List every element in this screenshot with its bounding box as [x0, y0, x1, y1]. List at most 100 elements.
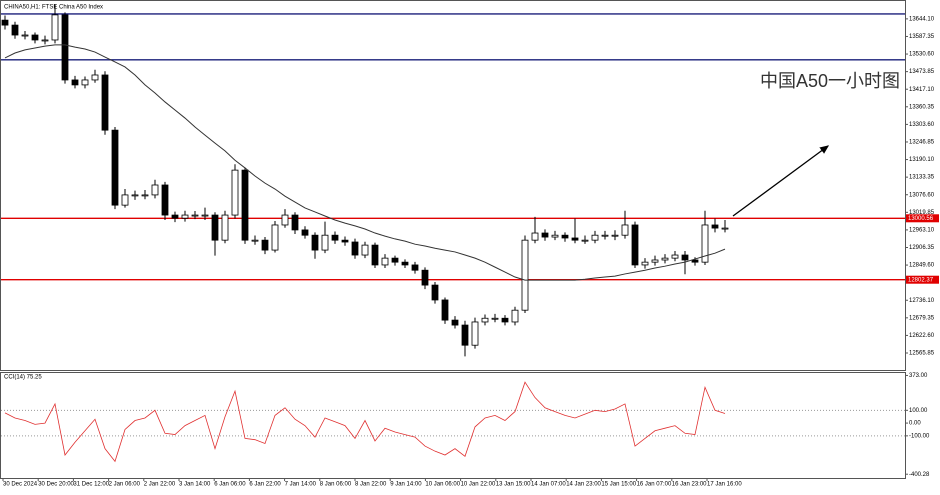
- y-tick-label: 13360.35: [909, 104, 935, 110]
- candle-body: [41, 39, 49, 42]
- level-label-bg: [906, 214, 939, 223]
- candle-body: [601, 234, 609, 237]
- candle-body: [211, 214, 219, 241]
- indicator-y-tick-label: 100.00: [909, 408, 928, 414]
- candle-body: [231, 169, 239, 216]
- candle-body: [561, 234, 569, 239]
- y-tick-label: 12622.60: [909, 333, 935, 339]
- candle-body: [711, 224, 719, 229]
- candle-body: [151, 184, 159, 196]
- candle-body: [331, 234, 339, 241]
- y-tick-label: 12963.10: [909, 227, 935, 233]
- candle-body: [541, 232, 549, 238]
- level-label: 13000.56: [908, 216, 934, 222]
- y-tick-label: 13587.35: [909, 34, 935, 40]
- annotation: 中国A50一小时图: [760, 71, 900, 91]
- moving-average: [4, 44, 726, 281]
- candle-body: [571, 237, 579, 241]
- candle-body: [421, 269, 429, 286]
- candle-body: [591, 234, 599, 241]
- candle-body: [21, 34, 29, 37]
- candle-body: [91, 74, 99, 81]
- candle-body: [701, 224, 709, 263]
- y-tick-label: 12679.35: [909, 315, 935, 321]
- candle-body: [351, 241, 359, 256]
- candle-body: [81, 79, 89, 86]
- y-tick-label: 12736.10: [909, 298, 935, 304]
- candle-body: [1, 19, 9, 26]
- candle-body: [31, 34, 39, 41]
- candle-body: [381, 257, 389, 266]
- level-label-bg: [906, 275, 939, 284]
- candle-body: [641, 261, 649, 266]
- y-tick-label: 13417.10: [909, 87, 935, 93]
- indicator-y-tick-label: 373.00: [909, 373, 928, 379]
- y-tick-label: 13473.85: [909, 69, 935, 75]
- candle-body: [471, 321, 479, 346]
- y-tick-label: 13019.85: [909, 210, 935, 216]
- candle-body: [101, 74, 109, 131]
- x-tick-label: 8 Jan 06:00: [320, 482, 352, 488]
- candle-body: [71, 79, 79, 86]
- candle-body: [301, 229, 309, 236]
- candle-body: [261, 239, 269, 251]
- candle-body: [251, 239, 259, 242]
- x-tick-label: 6 Jan 06:00: [214, 482, 246, 488]
- candle-body: [321, 234, 329, 251]
- candle-body: [131, 194, 139, 197]
- x-tick-label: 30 Dec 2024: [3, 482, 38, 488]
- level-label: 12802.37: [908, 277, 934, 283]
- candle-body: [271, 224, 279, 251]
- candle-body: [431, 284, 439, 301]
- chart-title: CHINA50,H1: FTSE China A50 Index: [4, 5, 103, 11]
- x-tick-label: 10 Jan 22:00: [461, 482, 496, 488]
- candle-body: [491, 317, 499, 320]
- x-tick-label: 13 Jan 15:00: [496, 482, 531, 488]
- x-tick-label: 8 Jan 22:00: [355, 482, 387, 488]
- arrow: [732, 145, 830, 217]
- x-tick-label: 16 Jan 23:00: [672, 482, 707, 488]
- candle-body: [311, 234, 319, 251]
- x-tick-label: 2 Jan 06:00: [109, 482, 141, 488]
- indicator-panel: [0, 372, 906, 479]
- indicator-y-tick-label: -100.00: [909, 433, 930, 439]
- y-tick-label: 13190.10: [909, 157, 935, 163]
- candle-body: [481, 317, 489, 323]
- y-tick-label: 12849.60: [909, 263, 935, 269]
- candle-body: [51, 14, 59, 41]
- candle-body: [511, 309, 519, 323]
- candle-body: [181, 214, 189, 219]
- candle-body: [681, 254, 689, 261]
- cci-line: [4, 381, 726, 463]
- candle-body: [551, 234, 559, 238]
- candle-body: [581, 239, 589, 242]
- x-tick-label: 2 Jan 22:00: [144, 482, 176, 488]
- candle-body: [391, 257, 399, 263]
- x-tick-label: 14 Jan 07:00: [531, 482, 566, 488]
- candle-body: [661, 257, 669, 261]
- candle-body: [401, 261, 409, 266]
- candle-body: [141, 194, 149, 197]
- candle-body: [111, 129, 119, 206]
- candle-body: [341, 239, 349, 243]
- candle-body: [631, 224, 639, 266]
- x-tick-label: 30 Dec 20:00: [38, 482, 74, 488]
- candle-body: [671, 254, 679, 259]
- x-tick-label: 6 Jan 22:00: [249, 482, 281, 488]
- candle-body: [691, 259, 699, 263]
- y-tick-label: 12906.35: [909, 245, 935, 251]
- candle-body: [171, 214, 179, 219]
- candle-body: [191, 214, 199, 217]
- candle-body: [61, 14, 69, 81]
- indicator-y-tick-label: -400.28: [909, 472, 930, 478]
- candle-body: [461, 324, 469, 346]
- candle-body: [241, 169, 249, 241]
- candle-body: [621, 224, 629, 236]
- main-panel: [0, 0, 906, 371]
- candle-body: [451, 319, 459, 326]
- x-tick-label: 31 Dec 12:00: [73, 482, 109, 488]
- candle-body: [221, 214, 229, 241]
- candle-body: [201, 214, 209, 217]
- y-tick-label: 13303.60: [909, 122, 935, 128]
- y-tick-label: 13246.85: [909, 140, 935, 146]
